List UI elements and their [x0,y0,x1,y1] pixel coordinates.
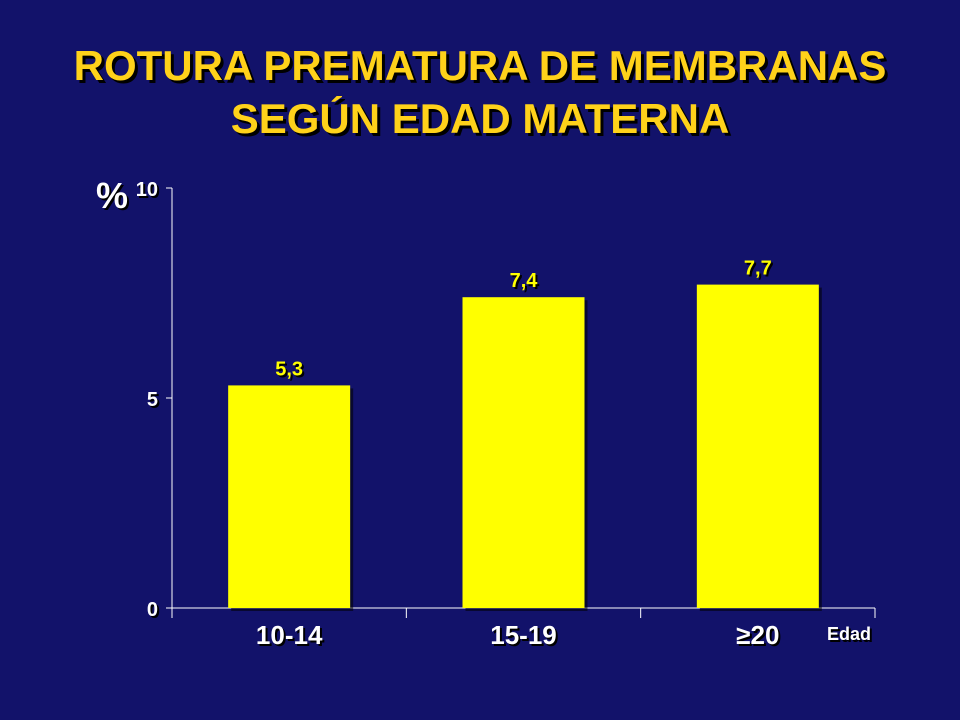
bar-value-label: 7,47,4 [510,270,541,294]
slide-title-line-2: SEGÚN EDAD MATERNA [230,95,730,142]
bar-15-19 [462,297,585,608]
y-axis-label-shadow: % [98,177,130,218]
x-category-label-shadow: ≥20 [738,622,781,652]
bar-value-label-shadow: 7,4 [512,272,541,294]
bar-value-label-shadow: 5,3 [277,360,305,382]
y-tick-label-text: 0 [147,599,158,621]
y-tick-label: 00 [147,599,160,623]
x-category-label-text: 10-14 [256,620,323,650]
x-category-label-shadow: 15-19 [492,622,559,652]
bar-value-label: 7,77,7 [744,258,774,282]
bar-≥20 [696,284,819,608]
y-tick-label-shadow: 10 [138,181,160,203]
y-axis-label: %% [96,175,130,218]
x-category-label-shadow: 10-14 [258,622,325,652]
slide-title-line-1: ROTURA PREMATURA DE MEMBRANAS [73,42,887,89]
bar-value-label-text: 7,4 [510,270,539,292]
bar-value-label-shadow: 7,7 [746,260,774,282]
bar-10-14 [228,385,351,608]
x-axis-label-text: Edad [827,624,871,644]
y-tick-label: 55 [147,389,160,413]
x-category-label-text: ≥20 [736,620,779,650]
x-axis-label-shadow: Edad [829,626,873,646]
y-axis-label-text: % [96,175,128,216]
bar-value-label: 5,35,3 [275,358,305,382]
y-tick-label-text: 5 [147,389,158,411]
bar-value-label-text: 5,3 [275,358,303,380]
x-category-label: ≥20≥20 [736,620,781,652]
bar-value-label-text: 7,7 [744,258,772,280]
y-tick-label-text: 10 [136,179,158,201]
y-tick-label-shadow: 5 [149,391,160,413]
x-category-label-text: 15-19 [490,620,557,650]
chart-bars [228,284,822,611]
y-tick-label-shadow: 0 [149,601,160,623]
